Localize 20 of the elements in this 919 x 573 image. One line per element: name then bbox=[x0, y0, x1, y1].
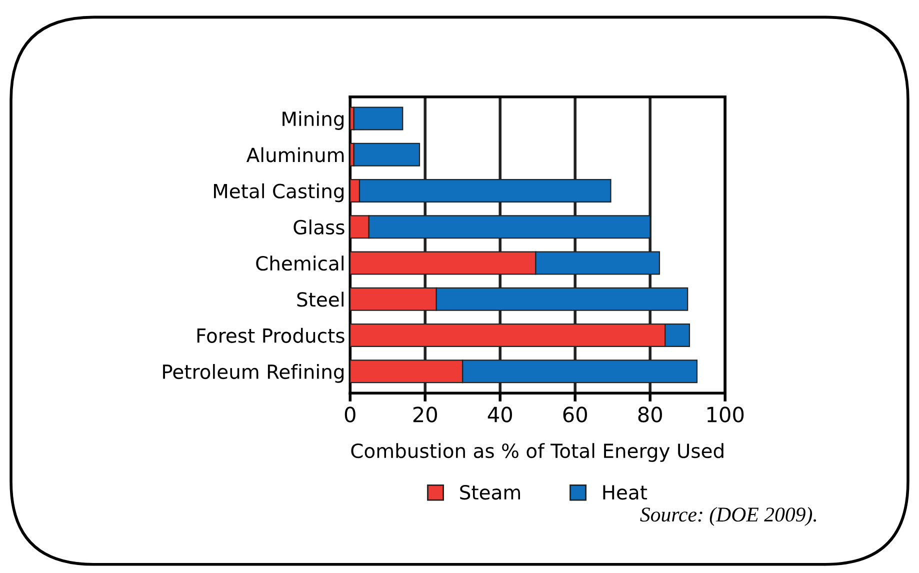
x-tick-label: 80 bbox=[638, 406, 662, 422]
y-tick-label: Aluminum bbox=[246, 147, 344, 162]
x-tick-label: 0 bbox=[344, 406, 356, 422]
y-tick-label: Petroleum Refining bbox=[163, 364, 344, 383]
x-tick-label: 40 bbox=[488, 406, 512, 422]
y-tick-label: Metal Casting bbox=[214, 183, 344, 202]
bar bbox=[353, 106, 404, 130]
y-tick-label: Glass bbox=[294, 220, 344, 235]
y-tick-label: Steel bbox=[297, 292, 344, 307]
x-axis-title: Combustion as % of Total Energy Used bbox=[351, 443, 724, 462]
x-tick-label: 100 bbox=[707, 406, 744, 422]
y-tick-label: Chemical bbox=[256, 256, 344, 271]
x-tick-label: 60 bbox=[563, 406, 587, 422]
source-note: Source: (DOE 2009). bbox=[640, 506, 816, 526]
legend-label: Heat bbox=[603, 485, 648, 500]
x-tick-label: 20 bbox=[413, 406, 437, 422]
y-tick-label: Mining bbox=[282, 111, 344, 130]
bar bbox=[353, 142, 420, 166]
legend-label: Steam bbox=[460, 484, 520, 500]
y-tick-label: Forest Products bbox=[197, 328, 344, 343]
